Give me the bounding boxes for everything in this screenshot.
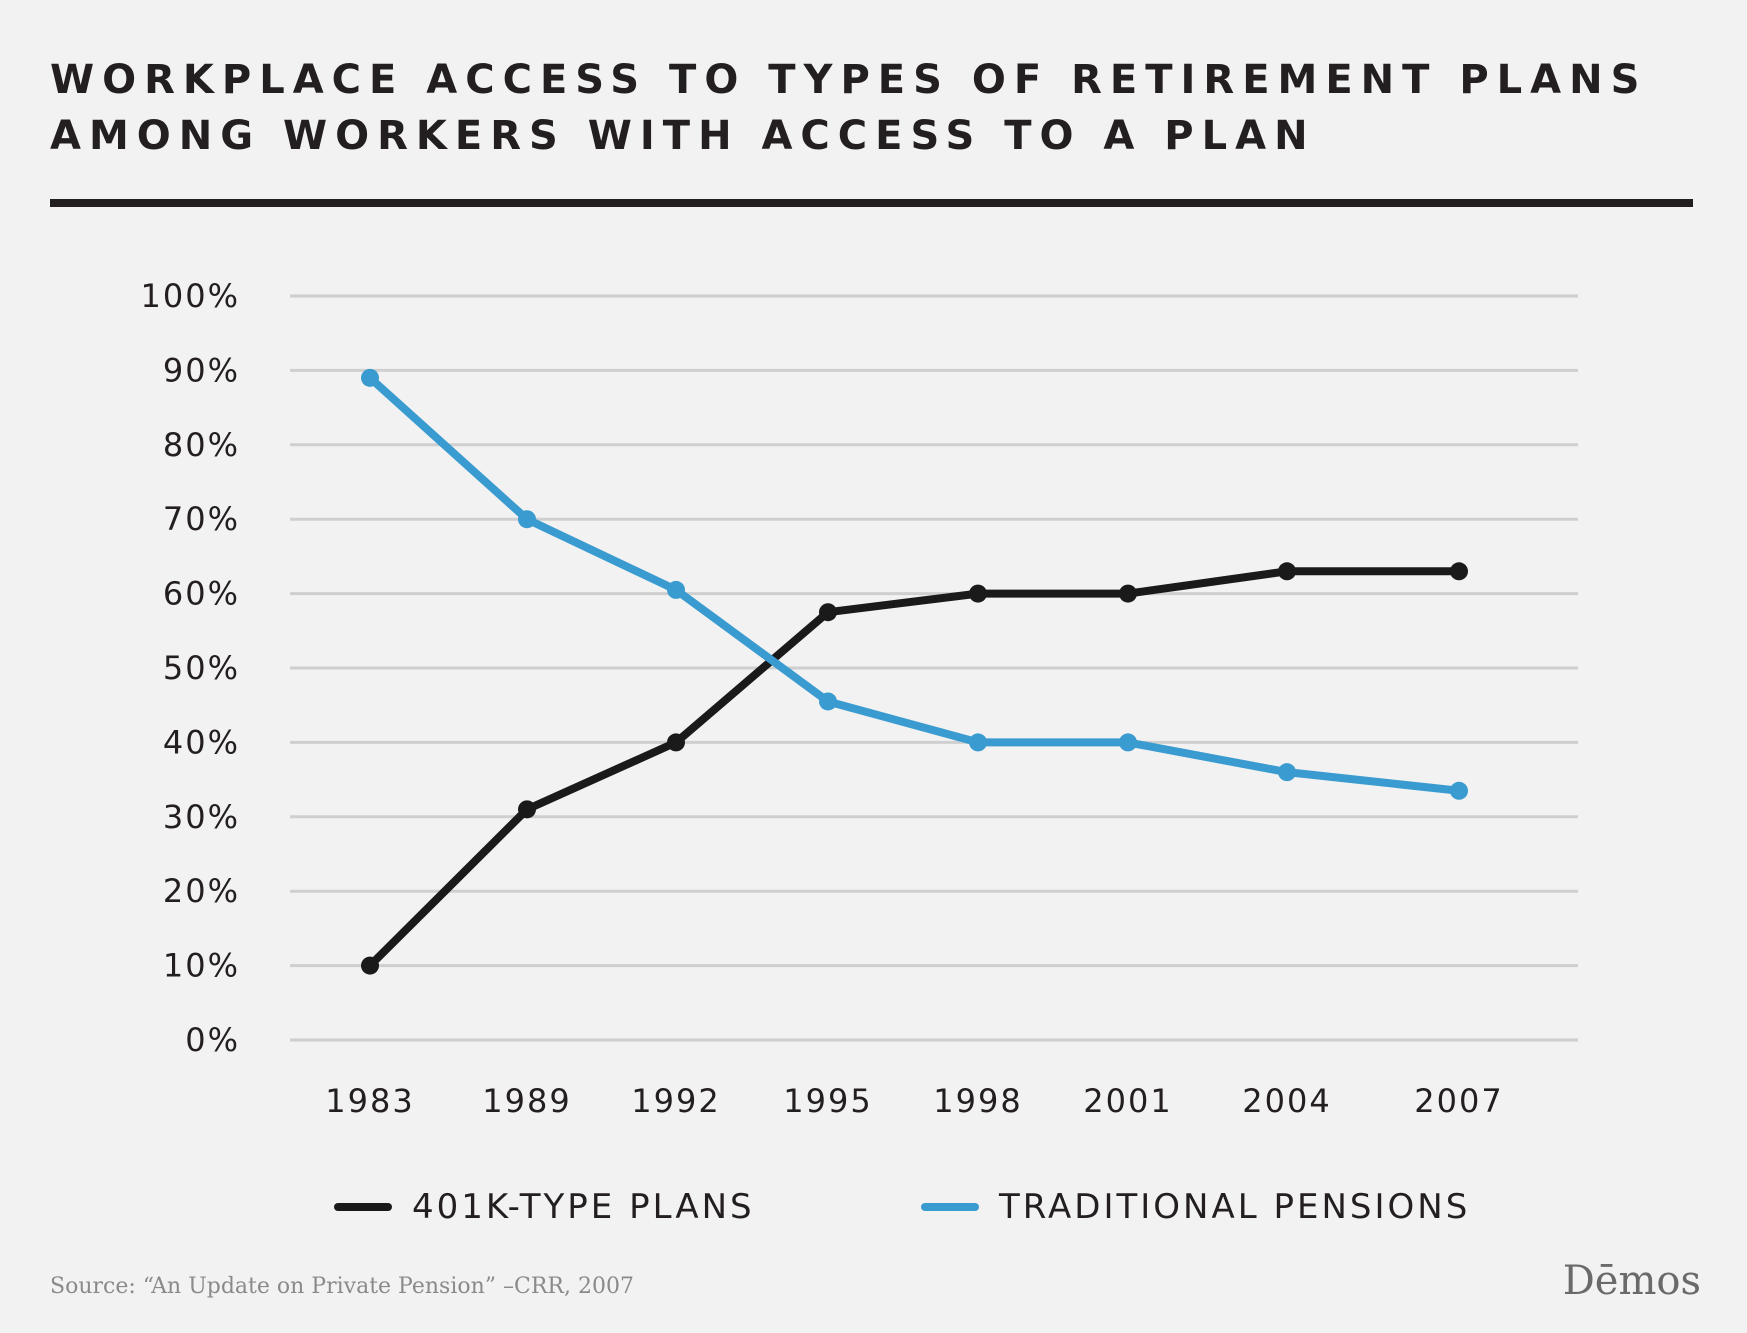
y-tick-90pct: 90% <box>163 351 240 389</box>
data-point-401k-2007 <box>1450 562 1468 581</box>
y-axis-ticks: 0% 10% 20% 30% 40% 50% 60% 70% 80% 90% 100% <box>141 277 240 1059</box>
data-point-traditional-pensions-1983 <box>361 368 379 387</box>
data-point-traditional-pensions-2001 <box>1119 733 1137 752</box>
data-point-401k-1995 <box>819 603 837 622</box>
data-point-traditional-pensions-1998 <box>969 733 987 752</box>
gridlines <box>290 294 1578 1042</box>
x-tick-1989: 1989 <box>482 1082 571 1120</box>
legend-label-401k: 401K-TYPE PLANS <box>412 1187 755 1227</box>
legend-swatch-traditional-pensions <box>921 1203 979 1211</box>
legend-item-traditional-pensions: TRADITIONAL PENSIONS <box>921 1182 1470 1232</box>
title-divider <box>50 199 1693 207</box>
data-point-traditional-pensions-1992 <box>667 580 685 599</box>
data-point-traditional-pensions-2004 <box>1278 763 1296 782</box>
chart-title-line-2: AMONG WORKERS WITH ACCESS TO A PLAN <box>50 113 1316 159</box>
y-tick-0pct: 0% <box>185 1021 240 1059</box>
data-point-401k-1983 <box>361 956 379 975</box>
line-chart: 0%10%20%30%40%50%60%70%80%90%100% 1983 19… <box>141 277 1578 1120</box>
x-tick-1995: 1995 <box>783 1082 872 1120</box>
chart-title-line-1: WORKPLACE ACCESS TO TYPES OF RETIREMENT … <box>50 57 1648 103</box>
series-group <box>361 368 1468 975</box>
data-point-traditional-pensions-1989 <box>518 510 536 529</box>
chart-title: WORKPLACE ACCESS TO TYPES OF RETIREMENT … <box>50 52 1647 164</box>
y-tick-40pct: 40% <box>163 723 240 761</box>
y-tick-70pct: 70% <box>163 500 240 538</box>
x-tick-1998: 1998 <box>933 1082 1022 1120</box>
y-tick-50pct: 50% <box>163 649 240 687</box>
data-point-401k-2001 <box>1119 584 1137 603</box>
data-point-traditional-pensions-1995 <box>819 692 837 711</box>
legend-swatch-401k <box>334 1203 392 1211</box>
x-tick-2007: 2007 <box>1414 1082 1503 1120</box>
legend-label-traditional-pensions: TRADITIONAL PENSIONS <box>999 1187 1471 1227</box>
x-tick-2004: 2004 <box>1242 1082 1331 1120</box>
y-tick-30pct: 30% <box>163 798 240 836</box>
data-point-traditional-pensions-2007 <box>1450 781 1468 800</box>
y-tick-80pct: 80% <box>163 426 240 464</box>
data-point-401k-1992 <box>667 733 685 752</box>
y-tick-10pct: 10% <box>163 947 240 985</box>
x-tick-1992: 1992 <box>631 1082 720 1120</box>
x-axis-ticks: 1983 1989 1992 1995 1998 2001 2004 2007 <box>325 1082 1503 1120</box>
series-line-401k <box>366 567 1463 970</box>
legend: 401K-TYPE PLANS TRADITIONAL PENSIONS <box>0 1182 1747 1232</box>
y-tick-20pct: 20% <box>163 872 240 910</box>
series-line-traditional-pensions <box>366 373 1463 795</box>
legend-item-401k: 401K-TYPE PLANS <box>334 1182 755 1232</box>
brand-logo: Dēmos <box>1562 1258 1701 1304</box>
source-note: Source: “An Update on Private Pension” –… <box>50 1274 634 1299</box>
data-point-401k-1998 <box>969 584 987 603</box>
x-tick-1983: 1983 <box>325 1082 414 1120</box>
data-point-401k-1989 <box>518 800 536 819</box>
data-point-401k-2004 <box>1278 562 1296 581</box>
x-tick-2001: 2001 <box>1083 1082 1172 1120</box>
y-tick-60pct: 60% <box>163 575 240 613</box>
y-tick-100pct: 100% <box>141 277 240 315</box>
